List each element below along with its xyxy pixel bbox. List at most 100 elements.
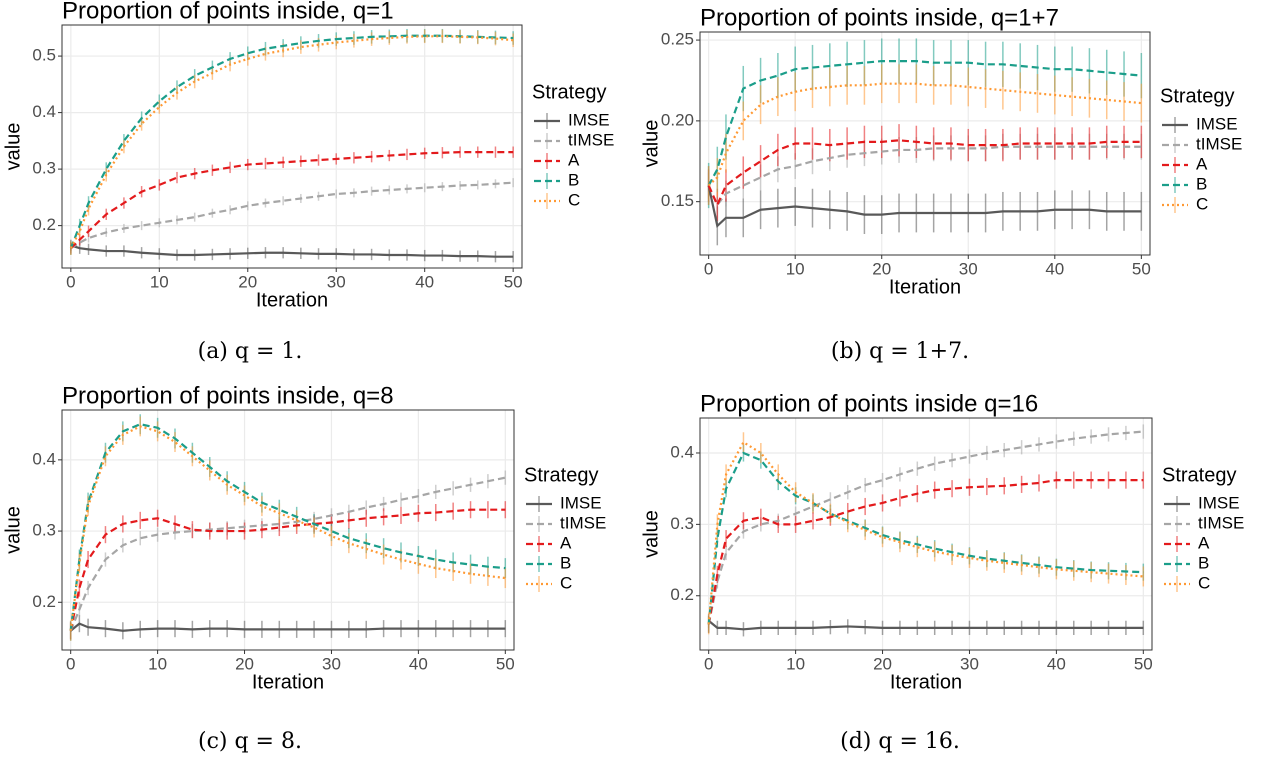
legend-title: Strategy [1162, 464, 1236, 486]
series-line [707, 451, 1144, 625]
legend-label: IMSE [568, 110, 610, 129]
y-tick-label: 0.4 [32, 449, 56, 468]
series-line [707, 185, 1142, 229]
legend-label: A [568, 150, 580, 169]
x-tick-label: 40 [1047, 654, 1066, 673]
plot-frame [61, 409, 515, 651]
legend-label: C [1196, 194, 1208, 213]
y-axis-label: value [640, 120, 662, 168]
legend-label: IMSE [560, 493, 602, 512]
chart-title: Proportion of points inside, q=1 [62, 0, 394, 24]
chart-title: Proportion of points inside, q=8 [62, 382, 394, 409]
series-line [69, 425, 506, 631]
series-line [70, 244, 514, 258]
x-tick-label: 20 [238, 272, 257, 291]
panel: 0.2 0.3 0.4 0.5 0 10 20 30 40 50 Proportion of poi… [2, 0, 614, 364]
legend-label: A [560, 533, 572, 552]
legend-label: IMSE [1196, 114, 1238, 133]
legend-label: IMSE [1198, 493, 1240, 512]
legend-label: B [568, 170, 579, 189]
caption: (a) q = 1. [198, 339, 303, 364]
x-tick-label: 10 [786, 654, 805, 673]
x-tick-label: 10 [786, 259, 805, 278]
plot-background [699, 417, 1153, 651]
x-tick-label: 40 [1045, 259, 1064, 278]
legend-label: tIMSE [1198, 513, 1244, 532]
series-line [707, 479, 1144, 625]
x-tick-label: 20 [872, 259, 891, 278]
y-tick-label: 0.3 [670, 514, 694, 533]
x-tick-label: 30 [960, 654, 979, 673]
panel: 0.2 0.3 0.4 0 10 20 30 40 50 Proportion of points… [640, 390, 1244, 754]
legend-label: tIMSE [560, 513, 606, 532]
series-line [69, 508, 506, 631]
x-axis-label: Iteration [889, 276, 961, 298]
plot-background [61, 409, 515, 651]
series-line [707, 82, 1142, 187]
legend-label: B [560, 553, 571, 572]
y-tick-label: 0.2 [32, 215, 56, 234]
caption: (d) q = 16. [840, 729, 960, 754]
x-tick-label: 40 [409, 654, 428, 673]
y-tick-label: 0.20 [661, 110, 694, 129]
legend-label: tIMSE [1196, 134, 1242, 153]
x-tick-label: 30 [322, 654, 341, 673]
y-tick-label: 0.4 [670, 442, 694, 461]
plot-background [61, 24, 523, 269]
x-axis-label: Iteration [256, 289, 328, 311]
chart-title: Proportion of points inside q=16 [700, 390, 1038, 417]
series-line [707, 430, 1144, 625]
plot-frame [61, 24, 523, 269]
caption: (b) q = 1+7. [831, 339, 969, 364]
x-tick-label: 0 [66, 654, 75, 673]
legend-title: Strategy [1160, 85, 1234, 107]
x-tick-label: 30 [959, 259, 978, 278]
x-tick-label: 10 [150, 272, 169, 291]
plot-frame [699, 31, 1151, 256]
x-tick-label: 0 [66, 272, 75, 291]
series-line [707, 145, 1142, 208]
x-tick-label: 0 [704, 259, 713, 278]
y-tick-label: 0.4 [32, 102, 56, 121]
y-tick-label: 0.5 [32, 46, 56, 65]
x-axis-label: Iteration [890, 671, 962, 693]
y-tick-label: 0.15 [661, 191, 694, 210]
legend-label: C [568, 190, 580, 209]
y-tick-label: 0.3 [32, 521, 56, 540]
legend-label: C [1198, 573, 1210, 592]
x-tick-label: 40 [415, 272, 434, 291]
x-tick-label: 20 [235, 654, 254, 673]
y-tick-label: 0.2 [32, 592, 56, 611]
x-axis-label: Iteration [252, 671, 324, 693]
series-line [707, 139, 1142, 208]
legend-title: Strategy [532, 81, 606, 103]
legend-label: tIMSE [568, 130, 614, 149]
chart-title: Proportion of points inside, q=1+7 [700, 4, 1059, 31]
x-tick-label: 50 [504, 272, 523, 291]
legend-label: A [1198, 533, 1210, 552]
legend-label: C [560, 573, 572, 592]
y-tick-label: 0.25 [661, 30, 694, 49]
x-tick-label: 30 [327, 272, 346, 291]
caption: (c) q = 8. [198, 729, 302, 754]
series-line [70, 151, 514, 250]
legend-label: B [1196, 174, 1207, 193]
x-tick-label: 50 [496, 654, 515, 673]
series-line [707, 59, 1142, 187]
y-tick-label: 0.3 [32, 159, 56, 178]
y-axis-label: value [2, 506, 24, 554]
legend-label: A [1196, 154, 1208, 173]
series-line [69, 622, 506, 632]
panel: 0.2 0.3 0.4 0 10 20 30 40 50 Proportion of points… [2, 382, 606, 754]
y-axis-label: value [2, 123, 24, 171]
series-line [707, 619, 1144, 631]
series-line [69, 423, 506, 631]
x-tick-label: 0 [704, 654, 713, 673]
series-line [69, 35, 514, 249]
legend-label: B [1198, 553, 1209, 572]
x-tick-label: 50 [1134, 654, 1153, 673]
y-tick-label: 0.2 [670, 585, 694, 604]
x-tick-label: 50 [1132, 259, 1151, 278]
legend-title: Strategy [524, 464, 598, 486]
